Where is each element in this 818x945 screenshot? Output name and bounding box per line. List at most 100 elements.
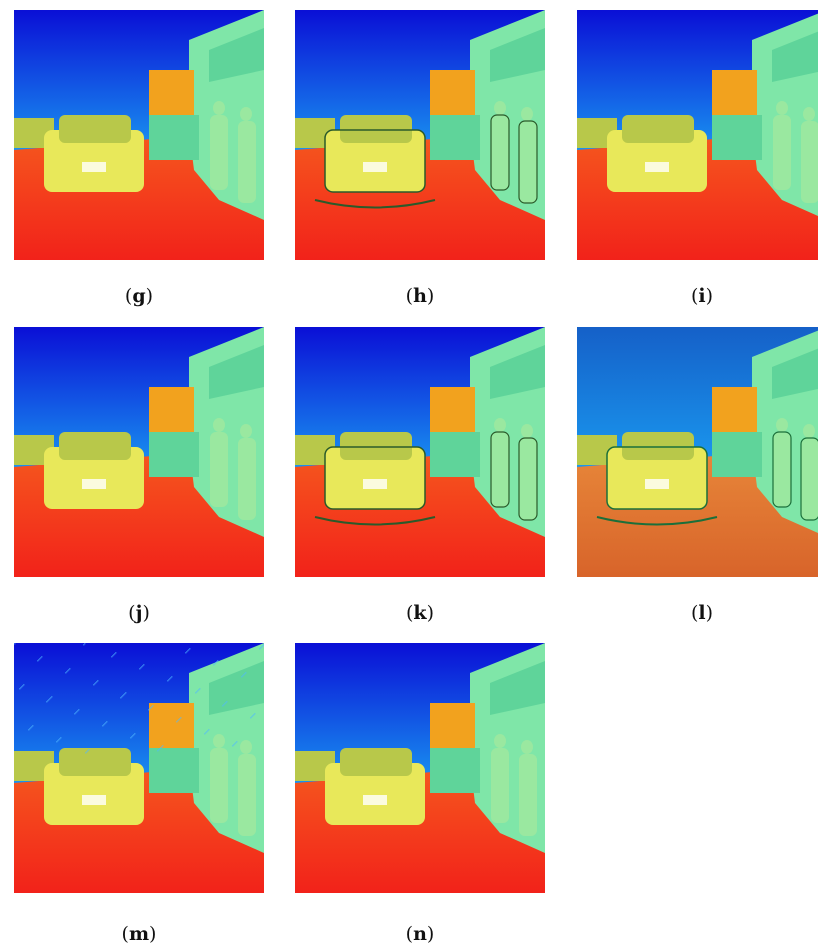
noise [180,717,182,719]
noise [93,684,95,686]
noise [120,697,122,699]
caption-i: (i) [690,285,714,307]
noise [105,722,107,724]
person [519,121,537,203]
person-head [521,740,533,754]
person [801,121,818,203]
noise [186,651,188,653]
person-head [521,107,533,121]
garage [712,115,762,160]
noise [149,708,151,710]
noise [59,738,61,740]
noise [226,701,228,703]
panel-j: (j) [14,327,264,624]
noise [20,687,22,689]
noise [167,680,169,682]
person-head [494,734,506,748]
noise [48,699,50,701]
edge-outline [800,437,818,521]
car-window [340,432,412,460]
noise [31,726,33,728]
person [491,432,509,507]
noise [150,707,152,709]
person [519,754,537,836]
noise [148,709,150,711]
noise [224,703,226,705]
building-roof [209,28,264,82]
noise [206,731,208,733]
noise [85,752,87,754]
noise [103,724,105,726]
noise [123,694,125,696]
noise [241,676,243,678]
noise [152,705,154,707]
caption-g: (g) [124,285,154,307]
noise [142,665,144,667]
noise [176,721,178,723]
license-plate [645,162,669,172]
noise [242,675,244,677]
caption-j: (j) [128,602,150,624]
person [210,748,228,823]
noise [245,672,247,674]
edge-outline [490,114,510,191]
car-window [59,748,131,776]
noise [130,737,132,739]
noise [115,652,117,654]
car [325,447,425,509]
noise [261,646,263,648]
car-window [340,115,412,143]
noise [232,745,234,747]
noise [76,711,78,713]
noise [121,696,123,698]
noise [151,706,153,708]
license-plate [363,162,387,172]
noise [188,649,190,651]
noise [198,689,200,691]
noise [32,725,34,727]
noise [160,747,162,749]
panel-m: (m) [14,643,264,945]
noise [65,672,67,674]
thermal-image-h [295,10,545,260]
person [801,438,818,520]
noise [21,686,23,688]
noise [171,676,173,678]
person [773,432,791,507]
person-head [494,101,506,115]
noise [236,741,238,743]
noise [199,688,201,690]
car-window [59,432,131,460]
noise [214,663,216,665]
noise [250,717,252,719]
license-plate [82,795,106,805]
edge-outline [772,431,792,508]
noise [40,657,42,659]
license-plate [82,479,106,489]
noise [95,682,97,684]
person-head [521,424,533,438]
noise [233,744,235,746]
car [44,130,144,192]
warm-wall [149,70,194,115]
car [44,763,144,825]
car-window [59,115,131,143]
noise [77,710,79,712]
noise [205,732,207,734]
caption-h: (h) [405,285,435,307]
noise [78,709,80,711]
noise [83,644,85,646]
noise [122,695,124,697]
noise [217,660,219,662]
noise [50,697,52,699]
license-plate [363,479,387,489]
noise [29,728,31,730]
panel-l: (l) [577,327,818,624]
noise [177,720,179,722]
car [44,447,144,509]
noise [39,658,41,660]
edge-shadow [314,199,436,209]
edge-shadow [314,516,436,526]
building-roof [209,661,264,715]
noise [14,643,16,645]
